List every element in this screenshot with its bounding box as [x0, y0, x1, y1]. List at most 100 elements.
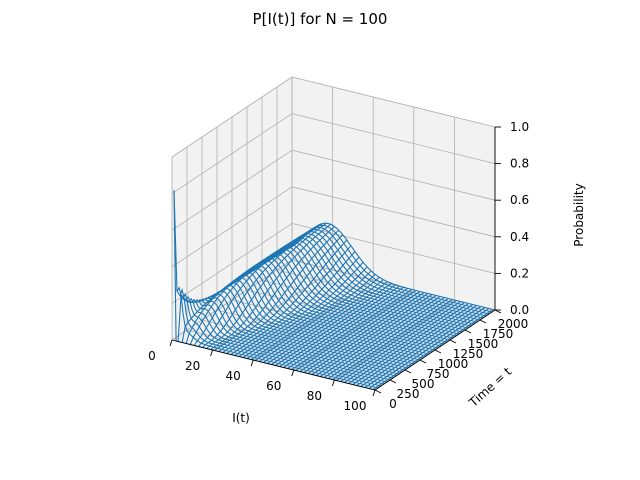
surface-time-slice: [293, 222, 496, 311]
axis-lines: [169, 126, 502, 397]
surface-i-slice: [287, 287, 409, 369]
x-tick-mark: [250, 359, 254, 367]
surface-time-slice: [215, 282, 418, 363]
y-tick-label: 0: [389, 397, 397, 411]
y-tick-label: 1500: [468, 337, 499, 351]
surface-i-slice: [323, 297, 445, 378]
surface-time-slice: [251, 252, 454, 339]
grid-line: [291, 149, 496, 201]
surface-time-slice: [191, 298, 394, 379]
surface-i-slice: [275, 284, 396, 366]
surface-i-slice: [246, 266, 368, 359]
x-tick-mark: [331, 379, 335, 387]
surface-i-slice: [206, 222, 327, 349]
surface-time-slice: [188, 297, 391, 381]
surface-time-slice: [281, 231, 484, 319]
grid-line: [171, 223, 293, 304]
y-tick-label: 500: [412, 377, 435, 391]
surface-time-slice: [200, 297, 403, 373]
surface-time-slice: [257, 248, 460, 335]
surface-time-slice: [275, 235, 478, 323]
surface-i-slice: [327, 298, 449, 379]
y-tick-label: 2000: [498, 317, 529, 331]
y-tick-label: 750: [427, 367, 450, 381]
surface-i-slice: [267, 281, 388, 364]
surface-i-slice: [344, 302, 465, 383]
x-tick-label: 60: [266, 379, 281, 393]
y-tick-mark: [464, 329, 472, 334]
x-tick-mark: [169, 339, 173, 347]
z-tick-label: 0.8: [510, 157, 529, 171]
surface-time-slice: [263, 244, 466, 331]
grid-line: [171, 76, 293, 158]
surface-time-slice: [242, 259, 445, 345]
surface-time-slice: [194, 299, 397, 377]
x-axis-label: I(t): [232, 411, 250, 425]
surface-time-slice: [254, 250, 457, 337]
y-tick-label: 1250: [453, 347, 484, 361]
y-tick-mark: [419, 359, 427, 364]
surface-i-slice: [348, 303, 469, 384]
surface-time-slice: [221, 276, 424, 359]
grid-line: [291, 76, 496, 128]
surface-i-slice: [214, 226, 335, 351]
surface-i-slice: [368, 308, 490, 389]
grid-line: [291, 113, 496, 164]
surface-i-slice: [197, 224, 319, 347]
y-tick-mark: [389, 379, 397, 384]
surface-time-slice: [287, 226, 490, 315]
grid-line: [171, 113, 293, 194]
surface-i-slice: [291, 288, 413, 370]
surface-time-slice: [227, 271, 430, 355]
surface-time-slice: [245, 257, 448, 343]
surface-time-slice: [179, 287, 382, 387]
surface-time-slice: [197, 299, 400, 375]
surface-i-slice: [279, 285, 400, 367]
surface-time-slice: [218, 279, 421, 361]
x-tick-label: 40: [226, 369, 241, 383]
surface-i-slice: [177, 241, 299, 342]
surface-i-slice: [218, 229, 340, 352]
grid-line: [171, 149, 293, 231]
surface-i-slice: [352, 304, 474, 385]
surface-time-slice: [212, 284, 415, 365]
surface-i-slice: [315, 295, 437, 376]
y-tick-label: 1750: [483, 327, 514, 341]
surface-time-slice: [284, 229, 487, 317]
x-tick-mark: [291, 369, 295, 377]
surface-i-slice: [299, 291, 421, 372]
surface-wireframe: [173, 190, 496, 391]
y-tick-label: 250: [397, 387, 420, 401]
surface-i-slice: [238, 256, 360, 357]
surface-i-slice: [202, 223, 323, 348]
surface-i-slice: [242, 261, 364, 358]
chart-title: P[I(t)] for N = 100: [253, 10, 388, 28]
surface-i-slice: [319, 296, 441, 377]
y-tick-mark: [494, 309, 502, 314]
y-tick-mark: [374, 389, 382, 394]
surface-time-slice: [233, 266, 436, 351]
surface-time-slice: [266, 241, 469, 329]
surface-i-slice: [258, 276, 380, 362]
surface-i-slice: [364, 307, 486, 388]
surface-i-slice: [222, 234, 344, 353]
surface-time-slice: [278, 233, 481, 321]
x-tick-label: 80: [307, 389, 322, 403]
surface-i-slice: [263, 279, 384, 363]
surface-i-slice: [356, 305, 478, 386]
surface-i-slice: [307, 293, 429, 374]
surface-i-slice: [254, 273, 376, 361]
surface-time-slice: [182, 292, 385, 385]
surface-time-slice: [224, 274, 427, 357]
surface-i-slice: [210, 223, 331, 350]
z-tick-label: 0.0: [510, 303, 529, 317]
surface-time-slice: [230, 269, 433, 353]
x-axis-line: [171, 339, 376, 391]
surface-time-slice: [236, 264, 439, 349]
surface-i-slice: [185, 234, 307, 344]
surface-i-slice: [340, 301, 461, 382]
surface-time-slice: [269, 239, 472, 327]
y-tick-mark: [449, 339, 457, 344]
